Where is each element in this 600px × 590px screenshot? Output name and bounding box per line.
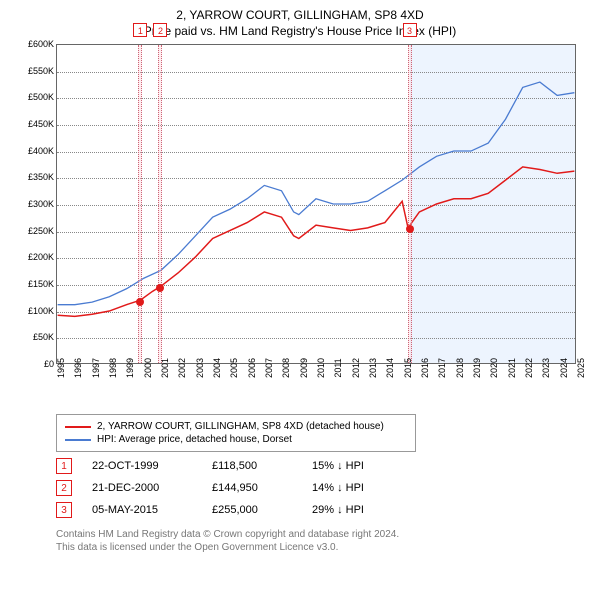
legend: 2, YARROW COURT, GILLINGHAM, SP8 4XD (de… bbox=[56, 414, 416, 452]
sale-marker-number: 1 bbox=[133, 23, 147, 37]
x-tick-label: 2016 bbox=[420, 358, 430, 378]
legend-row: HPI: Average price, detached house, Dors… bbox=[65, 434, 407, 445]
x-tick-label: 2008 bbox=[281, 358, 291, 378]
event-delta: 29% ↓ HPI bbox=[312, 504, 402, 516]
event-date: 05-MAY-2015 bbox=[92, 504, 192, 516]
event-row: 1 22-OCT-1999 £118,500 15% ↓ HPI bbox=[56, 458, 592, 474]
y-tick-label: £150K bbox=[16, 279, 54, 289]
event-number: 2 bbox=[56, 480, 72, 496]
series-hpi bbox=[58, 82, 575, 305]
event-number: 1 bbox=[56, 458, 72, 474]
x-tick-label: 2014 bbox=[385, 358, 395, 378]
x-tick-label: 2017 bbox=[437, 358, 447, 378]
x-tick-label: 1999 bbox=[125, 358, 135, 378]
x-tick-label: 2010 bbox=[316, 358, 326, 378]
event-row: 2 21-DEC-2000 £144,950 14% ↓ HPI bbox=[56, 480, 592, 496]
y-tick-label: £50K bbox=[16, 332, 54, 342]
y-tick-label: £550K bbox=[16, 66, 54, 76]
x-tick-label: 1995 bbox=[56, 358, 66, 378]
x-tick-label: 2004 bbox=[212, 358, 222, 378]
y-tick-label: £450K bbox=[16, 119, 54, 129]
x-tick-label: 1998 bbox=[108, 358, 118, 378]
x-tick-label: 2000 bbox=[143, 358, 153, 378]
event-row: 3 05-MAY-2015 £255,000 29% ↓ HPI bbox=[56, 502, 592, 518]
x-tick-label: 2021 bbox=[507, 358, 517, 378]
y-tick-label: £0 bbox=[16, 359, 54, 369]
x-tick-label: 2006 bbox=[247, 358, 257, 378]
x-tick-label: 2015 bbox=[403, 358, 413, 378]
x-tick-label: 2002 bbox=[177, 358, 187, 378]
x-tick-label: 2024 bbox=[559, 358, 569, 378]
sale-dot bbox=[156, 284, 164, 292]
sale-marker-number: 3 bbox=[403, 23, 417, 37]
legend-label: HPI: Average price, detached house, Dors… bbox=[97, 434, 292, 445]
x-tick-label: 2011 bbox=[333, 358, 343, 377]
series-property bbox=[58, 167, 575, 316]
y-tick-label: £500K bbox=[16, 92, 54, 102]
event-number: 3 bbox=[56, 502, 72, 518]
chart-container: 2, YARROW COURT, GILLINGHAM, SP8 4XD Pri… bbox=[0, 0, 600, 590]
y-tick-label: £100K bbox=[16, 306, 54, 316]
footer-line1: Contains HM Land Registry data © Crown c… bbox=[56, 528, 592, 541]
event-date: 21-DEC-2000 bbox=[92, 482, 192, 494]
x-tick-label: 2019 bbox=[472, 358, 482, 378]
x-tick-label: 2012 bbox=[351, 358, 361, 378]
title-subtitle: Price paid vs. HM Land Registry's House … bbox=[8, 24, 592, 38]
chart-area: £0 £50K £100K £150K £200K £250K £300K £350K £400… bbox=[16, 44, 576, 404]
legend-swatch bbox=[65, 426, 91, 428]
title-address: 2, YARROW COURT, GILLINGHAM, SP8 4XD bbox=[8, 8, 592, 22]
x-tick-label: 2023 bbox=[541, 358, 551, 378]
sale-band bbox=[408, 45, 412, 363]
y-tick-label: £600K bbox=[16, 39, 54, 49]
y-tick-label: £300K bbox=[16, 199, 54, 209]
event-price: £118,500 bbox=[212, 460, 292, 472]
sale-band bbox=[138, 45, 142, 363]
x-tick-label: 2020 bbox=[489, 358, 499, 378]
sale-band bbox=[158, 45, 162, 363]
x-tick-label: 1997 bbox=[91, 358, 101, 378]
x-tick-label: 2022 bbox=[524, 358, 534, 378]
x-tick-label: 2025 bbox=[576, 358, 586, 378]
x-tick-label: 2007 bbox=[264, 358, 274, 378]
line-series bbox=[57, 45, 575, 363]
x-tick-label: 2018 bbox=[455, 358, 465, 378]
x-tick-label: 2009 bbox=[299, 358, 309, 378]
y-tick-label: £400K bbox=[16, 146, 54, 156]
legend-row: 2, YARROW COURT, GILLINGHAM, SP8 4XD (de… bbox=[65, 421, 407, 432]
y-tick-label: £350K bbox=[16, 172, 54, 182]
event-delta: 15% ↓ HPI bbox=[312, 460, 402, 472]
event-table: 1 22-OCT-1999 £118,500 15% ↓ HPI 2 21-DEC-200… bbox=[56, 458, 592, 518]
event-date: 22-OCT-1999 bbox=[92, 460, 192, 472]
event-price: £255,000 bbox=[212, 504, 292, 516]
event-price: £144,950 bbox=[212, 482, 292, 494]
x-tick-label: 2003 bbox=[195, 358, 205, 378]
footer-attribution: Contains HM Land Registry data © Crown c… bbox=[56, 528, 592, 554]
legend-swatch bbox=[65, 439, 91, 441]
x-tick-label: 2001 bbox=[160, 358, 170, 378]
event-delta: 14% ↓ HPI bbox=[312, 482, 402, 494]
x-tick-label: 1996 bbox=[73, 358, 83, 378]
title-block: 2, YARROW COURT, GILLINGHAM, SP8 4XD Pri… bbox=[8, 8, 592, 38]
footer-line2: This data is licensed under the Open Gov… bbox=[56, 541, 592, 554]
y-tick-label: £200K bbox=[16, 252, 54, 262]
y-tick-label: £250K bbox=[16, 226, 54, 236]
legend-label: 2, YARROW COURT, GILLINGHAM, SP8 4XD (de… bbox=[97, 421, 384, 432]
x-tick-label: 2005 bbox=[229, 358, 239, 378]
plot-region: 123 bbox=[56, 44, 576, 364]
x-tick-label: 2013 bbox=[368, 358, 378, 378]
sale-marker-number: 2 bbox=[153, 23, 167, 37]
sale-dot bbox=[136, 298, 144, 306]
sale-dot bbox=[406, 225, 414, 233]
